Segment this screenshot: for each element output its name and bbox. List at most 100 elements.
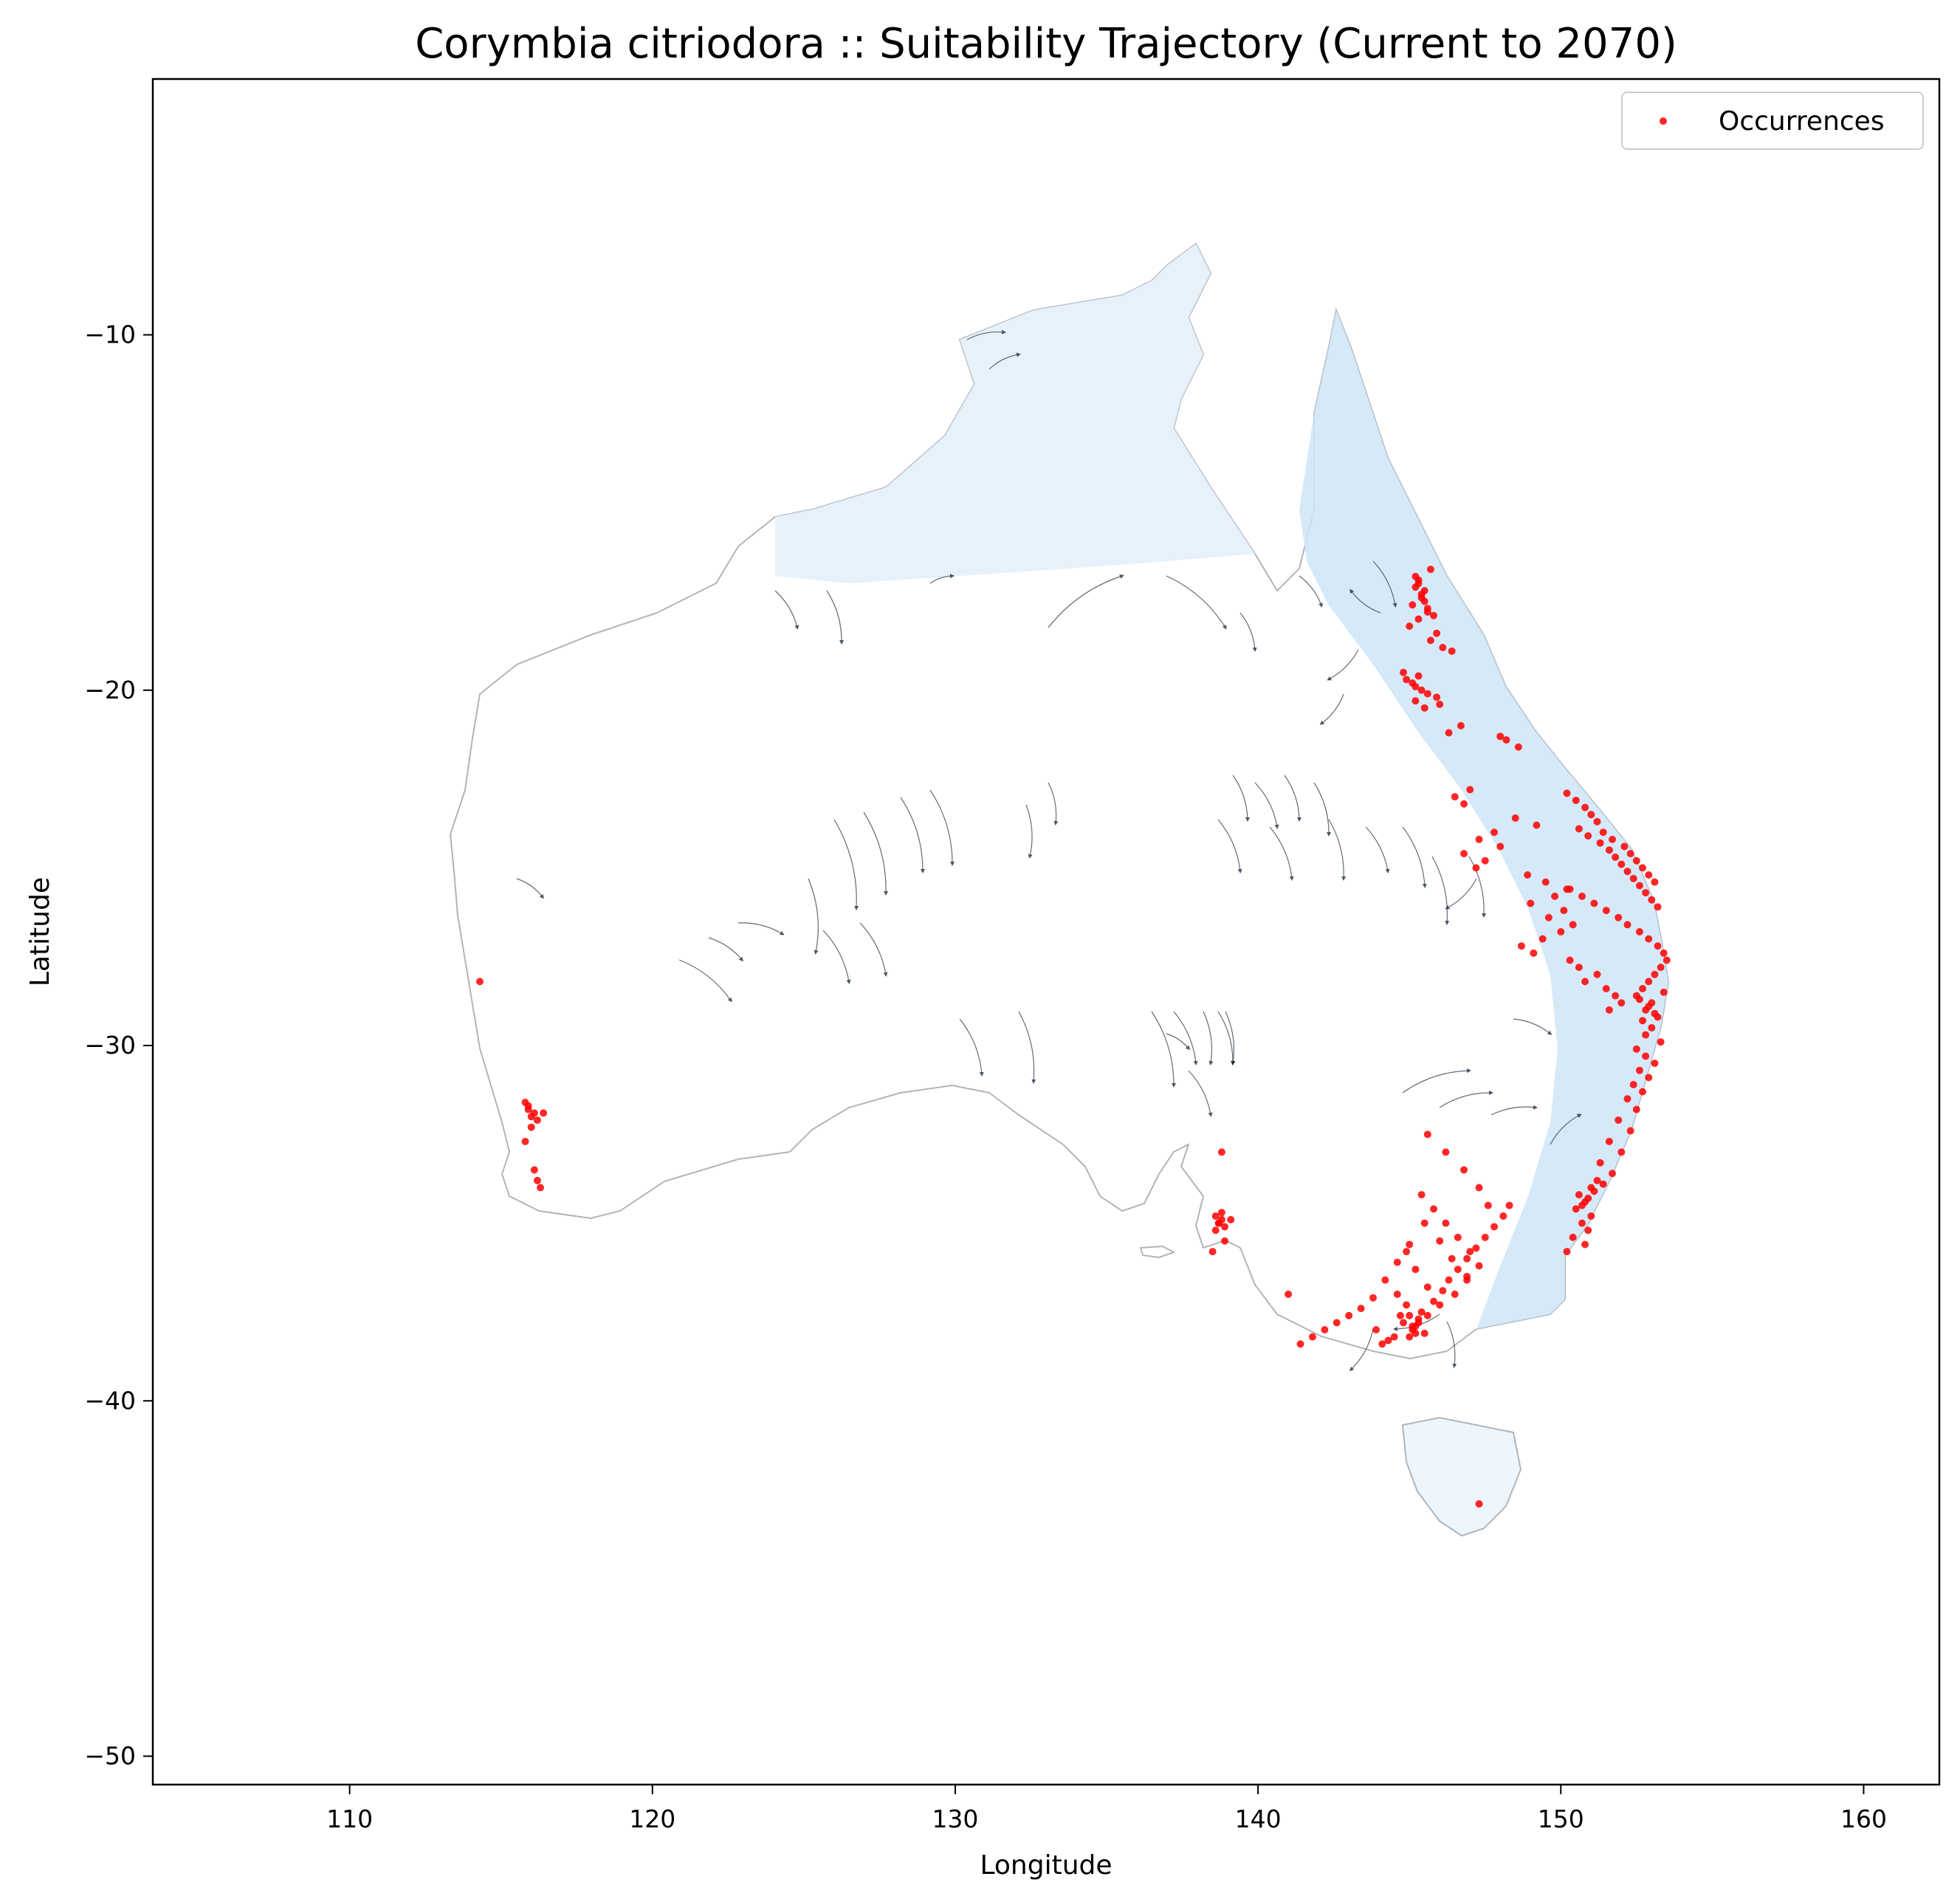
occurrence-point bbox=[1569, 921, 1577, 929]
occurrence-point bbox=[1499, 1212, 1507, 1220]
occurrence-point bbox=[1345, 1311, 1353, 1319]
occurrence-point bbox=[1551, 892, 1559, 900]
occurrence-point bbox=[1409, 679, 1417, 687]
occurrence-point bbox=[1572, 1205, 1580, 1213]
occurrence-point bbox=[1414, 672, 1423, 680]
occurrence-point bbox=[1645, 1074, 1653, 1082]
trajectory-arrow bbox=[1431, 856, 1450, 925]
occurrence-point bbox=[1400, 668, 1407, 676]
occurrence-points bbox=[475, 566, 1671, 1508]
occurrence-point bbox=[1632, 856, 1640, 865]
occurrence-point bbox=[1617, 1148, 1626, 1156]
trajectory-arrow bbox=[1188, 1070, 1213, 1117]
x-tick-label: 110 bbox=[326, 1805, 373, 1833]
occurrence-point bbox=[1615, 1116, 1623, 1125]
occurrence-point bbox=[1645, 978, 1653, 986]
occurrence-point bbox=[1403, 1248, 1411, 1256]
occurrence-point bbox=[527, 1123, 535, 1131]
trajectory-arrow bbox=[1402, 826, 1427, 888]
occurrence-point bbox=[1612, 992, 1620, 1000]
occurrence-point bbox=[1496, 842, 1505, 851]
occurrence-point bbox=[1602, 907, 1610, 915]
occurrence-point bbox=[1439, 1287, 1447, 1295]
occurrence-point bbox=[1463, 1276, 1471, 1284]
occurrence-point bbox=[1445, 729, 1453, 737]
trajectory-arrow bbox=[859, 922, 888, 977]
occurrence-point bbox=[1572, 796, 1580, 804]
occurrence-point bbox=[1557, 928, 1565, 935]
trajectory-arrow bbox=[900, 797, 925, 873]
trajectory-arrow bbox=[1269, 826, 1294, 881]
occurrence-point bbox=[1533, 821, 1541, 829]
occurrence-point bbox=[524, 1102, 532, 1110]
occurrence-point bbox=[1475, 835, 1483, 843]
occurrence-point bbox=[1414, 615, 1423, 623]
occurrence-point bbox=[1227, 1215, 1235, 1223]
occurrence-point bbox=[1214, 1219, 1223, 1227]
occurrence-point bbox=[1445, 1276, 1453, 1284]
occurrence-point bbox=[1632, 1045, 1640, 1053]
x-tick-label: 150 bbox=[1538, 1805, 1584, 1833]
occurrence-point bbox=[1596, 839, 1604, 847]
occurrence-point bbox=[1400, 1319, 1407, 1327]
occurrence-point bbox=[1420, 704, 1428, 712]
occurrence-point bbox=[1208, 1248, 1217, 1256]
occurrence-point bbox=[1390, 1333, 1398, 1341]
occurrence-point bbox=[1451, 1290, 1459, 1298]
occurrence-point bbox=[1651, 970, 1659, 978]
occurrence-point bbox=[1511, 814, 1519, 822]
occurrence-point bbox=[1599, 828, 1607, 837]
occurrence-point bbox=[1642, 1052, 1650, 1060]
trajectory-arrow bbox=[1550, 1113, 1582, 1145]
occurrence-point bbox=[1430, 1297, 1438, 1305]
occurrence-point bbox=[1629, 1080, 1637, 1088]
trajectory-arrow bbox=[1018, 1011, 1036, 1084]
occurrence-point bbox=[1414, 576, 1423, 584]
occurrence-point bbox=[1423, 605, 1431, 613]
occurrence-point bbox=[1642, 889, 1650, 897]
occurrence-point bbox=[1654, 942, 1662, 950]
occurrence-point bbox=[1420, 1329, 1428, 1337]
occurrence-point bbox=[1538, 935, 1547, 943]
legend-label-occurrences: Occurrences bbox=[1719, 106, 1885, 137]
trajectory-arrow bbox=[1048, 574, 1124, 628]
trajectory-arrow bbox=[1313, 782, 1332, 837]
occurrence-point bbox=[1635, 882, 1643, 890]
occurrence-point bbox=[1463, 1254, 1471, 1263]
occurrence-point bbox=[475, 978, 484, 986]
occurrence-point bbox=[1442, 1219, 1450, 1227]
occurrence-point bbox=[1505, 1201, 1513, 1209]
occurrence-point bbox=[1575, 964, 1583, 972]
occurrence-point bbox=[1602, 985, 1610, 992]
occurrence-point bbox=[1423, 690, 1431, 698]
occurrence-point bbox=[1639, 1017, 1647, 1025]
x-tick-label: 160 bbox=[1840, 1805, 1887, 1833]
occurrence-point bbox=[1420, 1219, 1428, 1227]
occurrence-point bbox=[1420, 597, 1428, 605]
occurrence-point bbox=[1426, 566, 1434, 574]
occurrence-point bbox=[1605, 846, 1613, 854]
trajectory-arrow bbox=[929, 789, 955, 866]
occurrence-point bbox=[1645, 1003, 1653, 1011]
occurrence-point bbox=[1584, 832, 1592, 840]
occurrence-point bbox=[1593, 970, 1601, 978]
occurrence-point bbox=[1581, 803, 1589, 811]
occurrence-point bbox=[1593, 817, 1601, 825]
occurrence-point bbox=[1217, 1148, 1225, 1156]
trajectory-arrow bbox=[1217, 819, 1242, 873]
occurrence-point bbox=[1433, 693, 1441, 701]
occurrence-point bbox=[1457, 721, 1465, 729]
trajectory-arrow bbox=[833, 819, 859, 910]
occurrence-point bbox=[1660, 949, 1668, 957]
occurrence-point bbox=[1472, 864, 1480, 872]
occurrence-point bbox=[1615, 913, 1623, 921]
y-axis-ticks: −10 −20 −30 −40 −50 bbox=[84, 320, 153, 1771]
occurrence-point bbox=[1642, 1031, 1650, 1039]
legend: Occurrences bbox=[1621, 92, 1924, 150]
occurrence-point bbox=[1481, 1233, 1489, 1241]
chart-title: Corymbia citriodora :: Suitability Traje… bbox=[415, 20, 1677, 68]
occurrence-point bbox=[1632, 1105, 1640, 1113]
occurrence-point bbox=[1475, 1500, 1483, 1508]
occurrence-point bbox=[1609, 1170, 1617, 1178]
occurrence-point bbox=[1617, 860, 1626, 868]
